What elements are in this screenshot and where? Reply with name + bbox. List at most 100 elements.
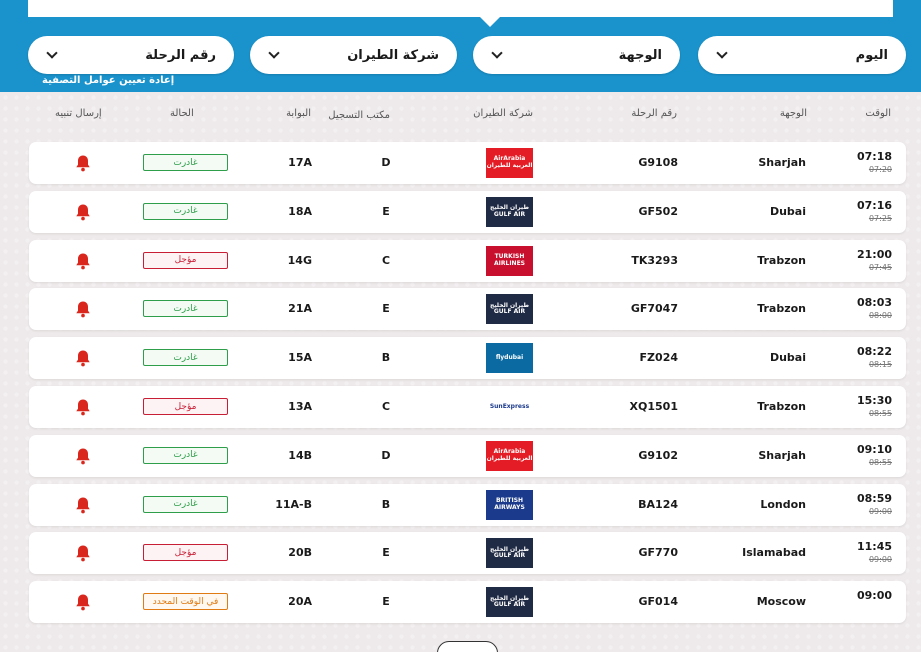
destination: Dubai: [769, 351, 806, 365]
flight-number: XQ1501: [629, 400, 678, 413]
checkin-desk: B: [381, 497, 391, 511]
scheduled-time: 09:00: [868, 555, 892, 565]
flight-number: G9108: [638, 156, 678, 169]
destination: Moscow: [756, 595, 806, 609]
flight-number-filter-label: رقم الرحلة: [145, 47, 216, 63]
airline-logo-line2: GULF AIR: [493, 552, 526, 560]
airline-logo-line1: BRITISH AIRWAYS: [494, 497, 525, 511]
flight-number: GF014: [638, 595, 678, 609]
chevron-down-icon: [491, 47, 503, 59]
airline-logo-line2: GULF AIR: [493, 210, 526, 218]
destination-filter-label: الوجهة: [618, 47, 662, 63]
bell-icon[interactable]: [75, 593, 91, 611]
column-header-airline: شركة الطيران: [473, 108, 533, 119]
load-more-button[interactable]: [437, 641, 498, 652]
flight-number: FZ024: [639, 351, 678, 365]
table-row[interactable]: 08:03 08:00 Trabzon GF7047 طيران الخليج GULF …: [29, 288, 906, 331]
airline-logo-line2: AIRLINES: [494, 259, 525, 267]
airline-logo-line2: GULF AIR: [493, 601, 526, 609]
airline-logo: AirArabia العربية للطيران: [486, 440, 533, 471]
gate: 15A: [288, 351, 312, 365]
destination: Islamabad: [742, 546, 806, 560]
airline-logo-line1: طيران الخليج: [490, 594, 529, 602]
bell-icon[interactable]: [75, 496, 91, 514]
checkin-desk: D: [381, 448, 391, 462]
status-badge: غادرت: [143, 154, 228, 171]
flight-time: 09:10: [856, 442, 892, 456]
flight-number: GF770: [638, 546, 678, 560]
tabs-cap: [28, 0, 893, 17]
flight-number: GF502: [638, 204, 678, 218]
gate: 13A: [288, 400, 312, 413]
bell-icon[interactable]: [75, 544, 91, 562]
airline-logo: طيران الخليج GULF AIR: [486, 196, 533, 227]
gate: 17A: [288, 156, 312, 169]
airline-logo-line1: طيران الخليج: [490, 204, 529, 212]
day-filter[interactable]: اليوم: [698, 36, 906, 74]
gate: 14G: [287, 253, 312, 267]
scheduled-time: 08:55: [868, 457, 892, 467]
flight-number-filter[interactable]: رقم الرحلة: [28, 36, 234, 74]
checkin-desk: E: [382, 546, 390, 560]
airline-logo: طيران الخليج GULF AIR: [486, 538, 533, 569]
column-header-checkin-desk: مكتب التسجيل: [328, 110, 390, 121]
status-badge: غادرت: [143, 300, 228, 318]
flight-time: 11:45: [856, 540, 892, 554]
gate: 18A: [288, 204, 312, 218]
airline-filter[interactable]: شركة الطيران: [250, 36, 457, 74]
scheduled-time: 08:15: [868, 360, 892, 370]
table-row[interactable]: 15:30 08:55 Trabzon XQ1501 SunExpress C 13A مؤج…: [29, 386, 906, 428]
status-badge: مؤجل: [143, 251, 228, 269]
table-row[interactable]: 07:18 07:20 Sharjah G9108 AirArabia العربية ل…: [29, 142, 906, 184]
airline-logo-line2: العربية للطيران: [486, 162, 533, 169]
flight-number: TK3293: [631, 253, 678, 267]
table-row[interactable]: 08:59 09:00 London BA124 BRITISH AIRWAYS B 11A…: [29, 483, 906, 526]
flight-number: GF7047: [630, 302, 678, 316]
airline-logo: SunExpress: [486, 392, 533, 422]
airline-logo: TURKISH AIRLINES: [486, 245, 533, 276]
bell-icon[interactable]: [75, 349, 91, 367]
bell-icon[interactable]: [75, 252, 91, 270]
airline-logo: flydubai: [486, 343, 533, 374]
status-badge: غادرت: [143, 495, 228, 513]
table-row[interactable]: 11:45 09:00 Islamabad GF770 طيران الخليج GULF…: [29, 532, 906, 575]
scheduled-time: 07:45: [868, 262, 892, 272]
chevron-down-icon: [268, 47, 280, 59]
table-row[interactable]: 07:16 07:25 Dubai GF502 طيران الخليج GULF AIR…: [29, 190, 906, 233]
column-header-destination: الوجهة: [779, 108, 807, 119]
reset-filters-link[interactable]: إعادة تعيين عوامل التصفية: [42, 75, 175, 86]
column-header-status: الحالة: [170, 108, 194, 119]
flight-time: 09:00: [856, 589, 892, 603]
bell-icon[interactable]: [75, 398, 91, 416]
scheduled-time: 09:00: [868, 506, 892, 516]
status-badge: في الوقت المحدد: [143, 593, 228, 611]
scheduled-time: 08:00: [868, 311, 892, 321]
checkin-desk: C: [381, 253, 391, 267]
checkin-desk: C: [381, 400, 391, 413]
table-row[interactable]: 21:00 07:45 Trabzon TK3293 TURKISH AIRLINES C 1…: [29, 239, 906, 282]
destination-filter[interactable]: الوجهة: [473, 36, 680, 74]
day-filter-label: اليوم: [855, 47, 888, 63]
checkin-desk: E: [382, 302, 390, 316]
bell-icon[interactable]: [75, 447, 91, 465]
flight-time: 15:30: [856, 394, 892, 407]
airline-logo-line1: AirArabia: [493, 155, 526, 163]
column-header-flight-number: رقم الرحلة: [631, 108, 677, 119]
chevron-down-icon: [46, 47, 58, 59]
status-badge: غادرت: [143, 349, 228, 367]
status-badge: غادرت: [143, 202, 228, 220]
airline-logo-line1: طيران الخليج: [490, 545, 529, 553]
bell-icon[interactable]: [75, 154, 91, 172]
airline-logo-line1: طيران الخليج: [490, 301, 529, 309]
bell-icon[interactable]: [75, 203, 91, 221]
flight-time: 08:22: [856, 345, 892, 359]
scheduled-time: 08:55: [868, 409, 892, 418]
table-row[interactable]: 08:22 08:15 Dubai FZ024 flydubai B 15A غادرت: [29, 337, 906, 380]
bell-icon[interactable]: [75, 300, 91, 318]
destination: Trabzon: [757, 302, 806, 316]
table-row[interactable]: 09:10 08:55 Sharjah G9102 AirArabia العربية ل…: [29, 434, 906, 477]
table-row[interactable]: 09:00 Moscow GF014 طيران الخليج GULF AIR E 20A…: [29, 581, 906, 624]
status-badge: مؤجل: [143, 398, 228, 415]
destination: Sharjah: [758, 156, 806, 169]
airline-logo: BRITISH AIRWAYS: [486, 489, 533, 520]
